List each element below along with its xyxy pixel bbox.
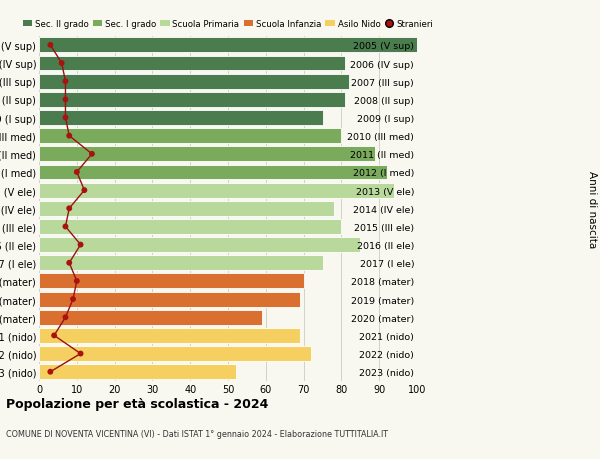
Bar (39, 165, 387, 180)
Point (61, 115, 70, 122)
Bar (39, 256, 323, 271)
Bar (39, 147, 376, 162)
Bar (39, 111, 323, 126)
Point (61, 78, 70, 86)
Bar (39, 93, 345, 107)
Bar (39, 202, 334, 216)
Point (72, 278, 82, 285)
Bar (39, 56, 345, 71)
Bar (39, 74, 349, 90)
Point (87, 151, 97, 158)
Bar (39, 129, 341, 144)
Bar (39, 364, 236, 379)
Point (61, 314, 70, 321)
Legend: Sec. II grado, Sec. I grado, Scuola Primaria, Scuola Infanzia, Asilo Nido, Stran: Sec. II grado, Sec. I grado, Scuola Prim… (23, 20, 433, 29)
Point (68, 296, 78, 303)
Point (61, 96, 70, 104)
Bar (39, 292, 300, 307)
Point (76, 350, 85, 358)
Point (46, 42, 55, 50)
Bar (39, 328, 300, 343)
Point (64, 133, 74, 140)
Point (80, 187, 89, 195)
Text: Popolazione per età scolastica - 2024: Popolazione per età scolastica - 2024 (6, 397, 268, 410)
Bar (39, 274, 304, 289)
Bar (39, 310, 262, 325)
Bar (39, 347, 311, 361)
Point (76, 241, 85, 249)
Point (57, 60, 67, 67)
Point (72, 169, 82, 176)
Point (46, 368, 55, 375)
Text: Anni di nascita: Anni di nascita (587, 170, 597, 247)
Point (64, 205, 74, 213)
Point (64, 259, 74, 267)
Point (49, 332, 59, 339)
Text: COMUNE DI NOVENTA VICENTINA (VI) - Dati ISTAT 1° gennaio 2024 - Elaborazione TUT: COMUNE DI NOVENTA VICENTINA (VI) - Dati … (6, 429, 388, 438)
Bar (39, 219, 341, 235)
Bar (39, 183, 394, 198)
Bar (39, 238, 361, 252)
Bar (39, 39, 417, 53)
Point (61, 223, 70, 230)
